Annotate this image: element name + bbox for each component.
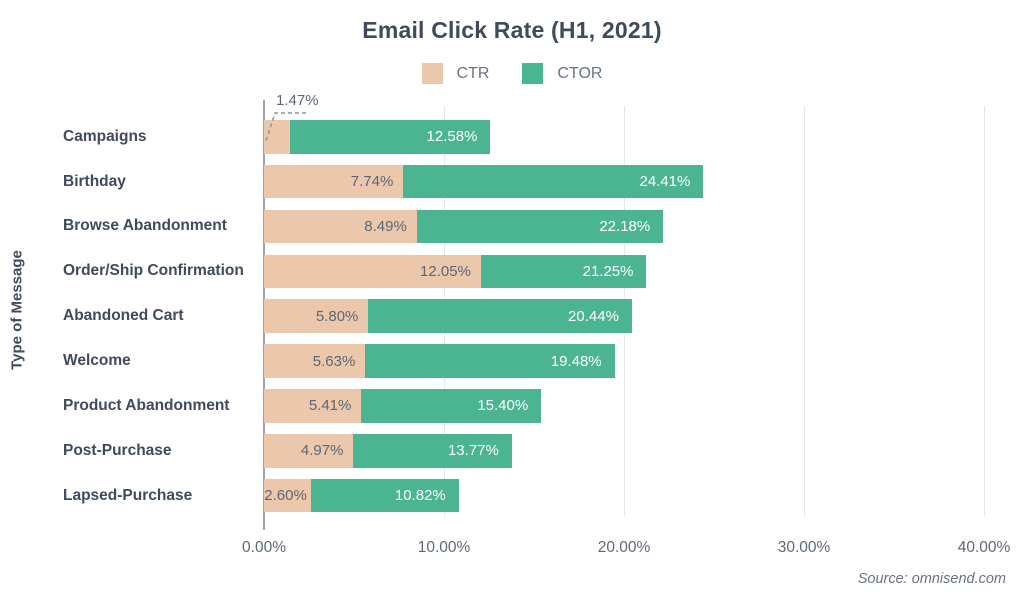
bar-rows: Campaigns 12.58% Birthday 7.74% 24.41% Browse…: [63, 120, 984, 524]
ctor-bar: 20.44%: [368, 299, 632, 333]
category-label: Abandoned Cart: [63, 307, 184, 325]
bar-row: Lapsed-Purchase 2.60% 10.82%: [63, 478, 984, 524]
x-tick-label: 10.00%: [417, 539, 471, 556]
category-label: Campaigns: [63, 127, 147, 145]
bar-group: 12.05% 21.25%: [264, 254, 984, 289]
ctr-value-label: 2.60%: [264, 487, 307, 505]
bar-row: Browse Abandonment 8.49% 22.18%: [63, 209, 984, 255]
ctr-bar: 12.05%: [264, 254, 481, 289]
gridline: [983, 106, 985, 517]
ctr-value-label: 8.49%: [364, 217, 407, 235]
ctr-bar: 5.80%: [264, 299, 369, 333]
ctr-value-label: 12.05%: [420, 262, 471, 280]
bar-row: Campaigns 12.58%: [63, 120, 984, 165]
category-label: Welcome: [63, 352, 131, 370]
bar-group: 4.97% 13.77%: [264, 434, 984, 468]
legend-label-ctor: CTOR: [557, 64, 603, 82]
ctor-value-label: 22.18%: [599, 217, 651, 235]
ctor-value-label: 13.77%: [447, 442, 499, 460]
bar-row: Birthday 7.74% 24.41%: [63, 164, 984, 210]
gridline: [803, 106, 805, 517]
ctr-value-label: 5.80%: [315, 307, 359, 325]
bar-group: 8.49% 22.18%: [264, 209, 984, 244]
ctor-value-label: 24.41%: [639, 173, 691, 191]
bar-group: 2.60% 10.82%: [264, 478, 984, 513]
legend-label-ctr: CTR: [456, 64, 490, 82]
ctor-bar: 19.48%: [365, 344, 615, 378]
ctr-bar: 5.41%: [264, 389, 362, 423]
bar-group: 5.63% 19.48%: [264, 344, 984, 378]
ctr-swatch: [421, 63, 443, 84]
ctor-value-label: 12.58%: [426, 128, 478, 146]
source-credit: Source: omnisend.com: [857, 571, 1006, 587]
chart-title: Email Click Rate (H1, 2021): [362, 17, 662, 43]
legend-item-ctor: CTOR: [522, 63, 602, 84]
x-axis-ticks: 0.00% 10.00% 20.00% 30.00% 40.00%: [242, 539, 1010, 559]
ctr-value-label: 4.97%: [300, 442, 344, 460]
category-label: Post-Purchase: [63, 441, 172, 459]
ctor-bar: 22.18%: [416, 209, 664, 244]
ctor-value-label: 10.82%: [394, 487, 446, 505]
ctor-value-label: 21.25%: [582, 262, 634, 280]
ctor-value-label: 15.40%: [477, 397, 529, 415]
ctor-bar: 13.77%: [353, 434, 512, 468]
bar-row: Welcome 5.63% 19.48%: [63, 344, 984, 389]
ctr-bar: [264, 120, 291, 154]
x-tick-label: 0.00%: [242, 539, 286, 556]
ctr-value-label: 7.74%: [350, 173, 394, 191]
plot-area: Campaigns 12.58% Birthday 7.74% 24.41% Browse…: [63, 92, 1010, 556]
ctor-swatch: [522, 63, 544, 84]
ctor-bar: 10.82%: [310, 478, 459, 513]
legend: CTR CTOR: [0, 63, 1024, 84]
ctor-bar: 15.40%: [361, 389, 542, 423]
ctr-bar: 7.74%: [264, 164, 404, 199]
ctor-value-label: 20.44%: [568, 307, 619, 325]
ctor-bar: 21.25%: [480, 254, 647, 289]
x-tick-label: 40.00%: [957, 539, 1011, 556]
ctr-bar: 5.63%: [264, 344, 366, 378]
ctr-bar: 4.97%: [264, 434, 354, 468]
x-tick-label: 30.00%: [777, 539, 831, 556]
bar-group: 5.80% 20.44%: [264, 299, 984, 333]
ctr-value-label: 5.41%: [308, 397, 352, 415]
ctor-value-label: 19.48%: [550, 352, 602, 370]
category-label: Browse Abandonment: [63, 217, 227, 235]
category-label: Order/Ship Confirmation: [63, 262, 244, 280]
bar-row: Order/Ship Confirmation 12.05% 21.25%: [63, 254, 984, 300]
ctr-value-label: 5.63%: [312, 352, 356, 370]
ctor-bar: 24.41%: [403, 164, 704, 199]
campaigns-ctr-callout-leader: [265, 112, 306, 142]
bar-group: 5.41% 15.40%: [264, 389, 984, 423]
bar-group: 12.58%: [264, 120, 984, 154]
legend-item-ctr: CTR: [421, 63, 490, 84]
bar-row: Abandoned Cart 5.80% 20.44%: [63, 299, 984, 344]
ctor-bar: 12.58%: [290, 120, 491, 154]
bar-row: Product Abandonment 5.41% 15.40%: [63, 389, 984, 434]
category-label: Lapsed-Purchase: [63, 486, 193, 504]
ctr-bar: 2.60%: [264, 478, 311, 513]
y-axis-title: Type of Message: [8, 250, 26, 370]
bar-group: 7.74% 24.41%: [264, 164, 984, 199]
category-label: Birthday: [63, 172, 126, 190]
ctr-bar: 8.49%: [264, 209, 417, 244]
campaigns-ctr-callout-label: 1.47%: [276, 92, 319, 109]
x-tick-label: 20.00%: [597, 539, 651, 556]
bar-row: Post-Purchase 4.97% 13.77%: [63, 434, 984, 479]
category-label: Product Abandonment: [63, 396, 230, 414]
